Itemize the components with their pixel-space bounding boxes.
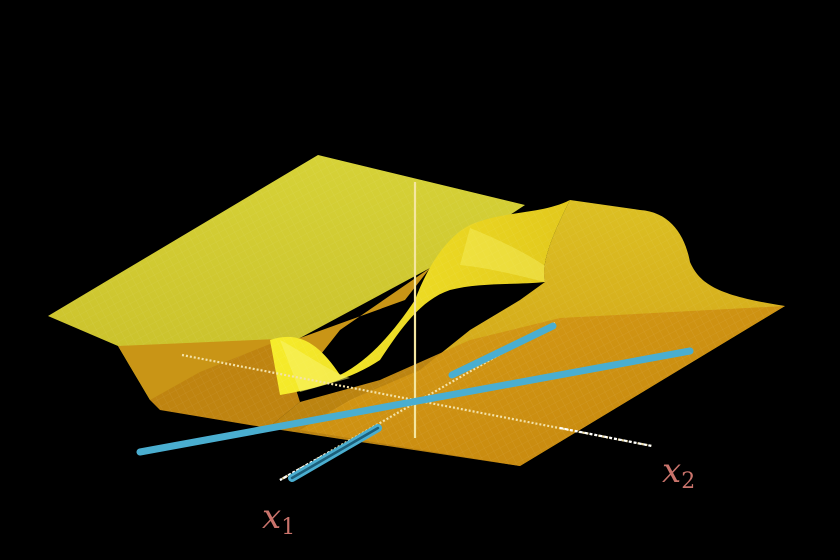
blue-lines bbox=[136, 322, 694, 482]
surface-front-sheet bbox=[268, 306, 785, 466]
x1-var: x bbox=[262, 497, 282, 537]
x2-sub: 2 bbox=[681, 469, 696, 494]
x2-axis-label: x2 bbox=[662, 454, 695, 493]
x2-var: x bbox=[662, 451, 682, 491]
blue-line-upper-segment bbox=[448, 322, 557, 379]
x2-axis-front bbox=[559, 426, 653, 448]
x1-sub: 1 bbox=[281, 515, 296, 540]
x1-axis-label: x1 bbox=[262, 500, 295, 539]
surface-back-left-sheet bbox=[48, 155, 525, 400]
x1-axis-front bbox=[279, 450, 331, 482]
blue-line-long bbox=[136, 347, 694, 456]
surface-ridge bbox=[270, 200, 570, 395]
blue-line-lower-segment-outline bbox=[290, 426, 380, 480]
